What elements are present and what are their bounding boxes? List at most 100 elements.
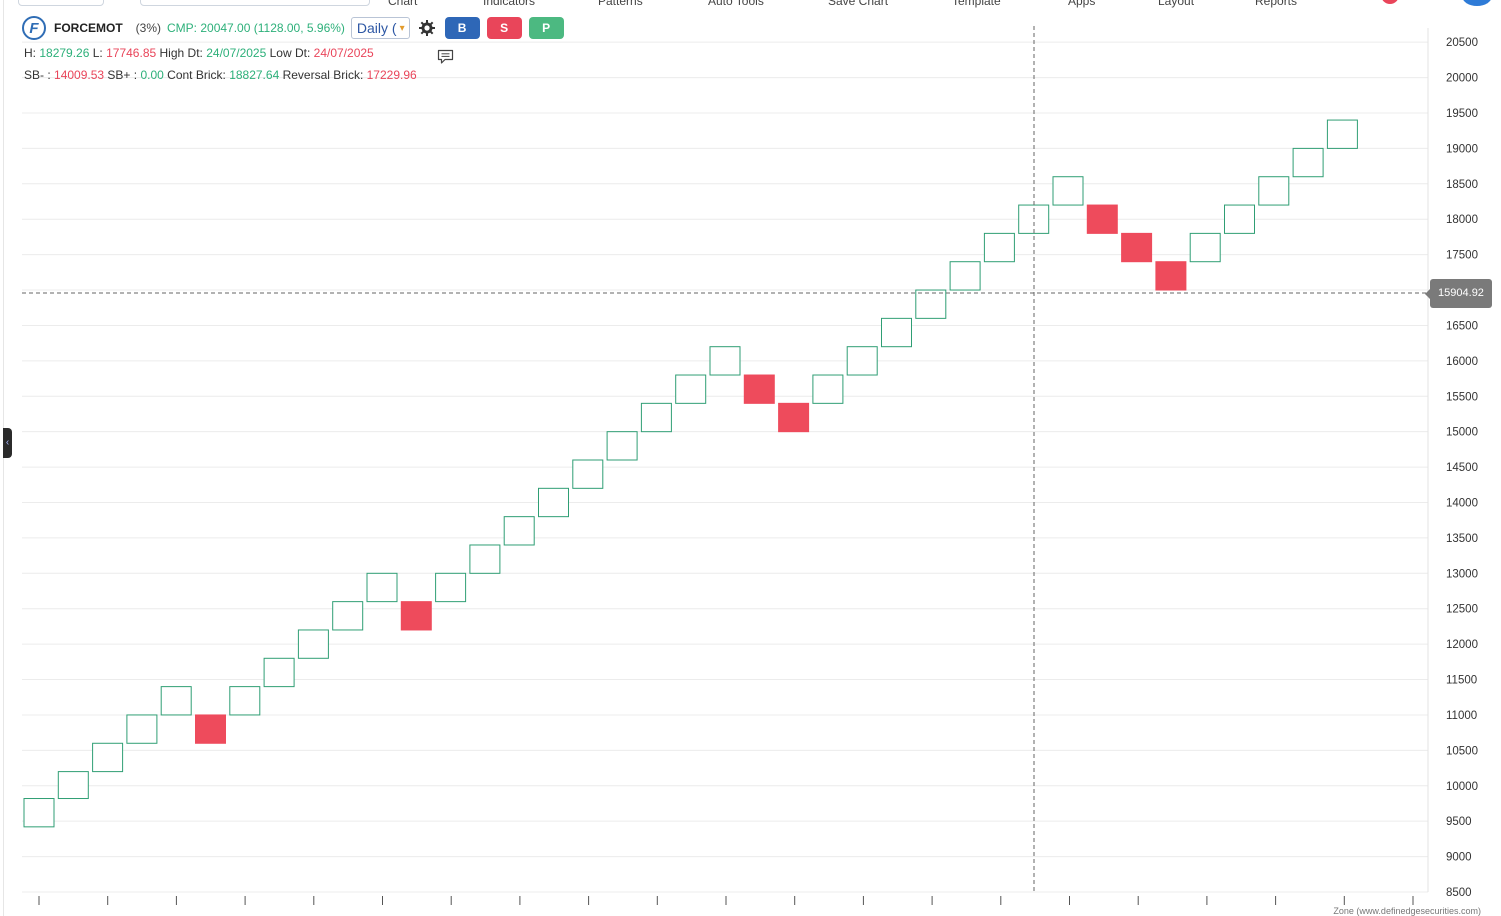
up-brick	[1292, 147, 1324, 178]
broker-logo-icon: F	[22, 16, 46, 40]
down-brick	[743, 374, 775, 404]
top-dropdown[interactable]	[18, 0, 104, 6]
low-date-label: Low Dt:	[269, 46, 311, 60]
brick-info-line: SB- : 14009.53 SB+ : 0.00 Cont Brick: 18…	[24, 68, 417, 82]
up-brick	[435, 572, 467, 603]
menu-auto-tools[interactable]: Auto Tools	[708, 0, 764, 8]
cont-brick-label: Cont Brick:	[167, 68, 226, 82]
left-panel-edge	[3, 0, 4, 916]
y-tick-label: 12500	[1446, 604, 1478, 616]
y-tick-label: 14500	[1446, 462, 1478, 474]
up-brick	[469, 544, 501, 574]
symbol-name[interactable]: FORCEMOT	[54, 21, 123, 35]
high-label: H:	[24, 46, 36, 60]
interval-select[interactable]: Daily ( ▾	[350, 17, 410, 39]
up-brick	[1189, 232, 1221, 263]
y-tick-label: 10000	[1446, 781, 1478, 793]
notification-dot-icon[interactable]	[1381, 0, 1399, 4]
up-brick	[675, 374, 707, 404]
profile-avatar[interactable]	[1462, 0, 1492, 6]
y-tick-label: 20000	[1446, 73, 1478, 85]
down-brick	[778, 402, 810, 433]
y-tick-label: 8500	[1446, 887, 1472, 899]
y-tick-label: 13500	[1446, 533, 1478, 545]
y-tick-label: 15000	[1446, 427, 1478, 439]
y-tick-label: 16500	[1446, 320, 1478, 332]
high-value: 18279.26	[39, 46, 90, 60]
up-brick	[606, 431, 638, 461]
up-brick	[23, 798, 55, 828]
menu-apps[interactable]: Apps	[1068, 0, 1096, 8]
high-date-value: 24/07/2025	[206, 46, 267, 60]
high-date-label: High Dt:	[159, 46, 203, 60]
y-tick-label: 12000	[1446, 639, 1478, 651]
y-tick-label: 10500	[1446, 745, 1478, 757]
up-brick	[1052, 176, 1084, 206]
crosshair-price-label: 15904.92	[1425, 279, 1492, 308]
y-tick-label: 13000	[1446, 568, 1478, 580]
up-brick	[92, 742, 124, 773]
y-tick-label: 11500	[1446, 675, 1477, 687]
up-brick	[229, 686, 261, 716]
sb-minus-value: 14009.53	[54, 68, 105, 82]
y-tick-label: 17500	[1446, 250, 1478, 262]
low-value: 17746.85	[106, 46, 157, 60]
menu-template[interactable]: Template	[952, 0, 1001, 8]
menu-indicators[interactable]: Indicators	[483, 0, 536, 8]
ohlc-info-line: H: 18279.26 L: 17746.85 High Dt: 24/07/2…	[24, 46, 374, 60]
up-brick	[983, 232, 1015, 263]
up-brick	[503, 516, 535, 546]
p-button[interactable]: P	[528, 17, 564, 39]
y-tick-label: 20500	[1446, 37, 1478, 49]
current-price: CMP: 20047.00 (1128.00, 5.96%)	[167, 21, 345, 35]
up-brick	[263, 657, 295, 688]
collapse-panel-button[interactable]: ‹	[3, 428, 12, 458]
up-brick	[881, 317, 912, 348]
low-date-value: 24/07/2025	[313, 46, 374, 60]
chart-header: F FORCEMOT (3%) CMP: 20047.00 (1128.00, …	[22, 14, 571, 42]
y-tick-label: 19500	[1446, 108, 1478, 120]
up-brick	[1326, 119, 1358, 149]
footer-credit: Zone (www.definedgesecurities.com)	[1333, 906, 1481, 916]
down-brick	[1155, 261, 1187, 291]
down-brick	[1121, 232, 1153, 263]
up-brick	[538, 487, 569, 518]
top-menu-bar: Chart Indicators Patterns Auto Tools Sav…	[0, 0, 1501, 12]
up-brick	[297, 629, 329, 659]
up-brick	[57, 771, 89, 800]
reversal-brick-value: 17229.96	[366, 68, 417, 82]
y-tick-label: 14000	[1446, 497, 1478, 509]
y-tick-label: 16000	[1446, 356, 1478, 368]
renko-bricks	[23, 119, 1358, 828]
change-percent: (3%)	[135, 21, 162, 35]
buy-button[interactable]: B	[444, 17, 480, 39]
low-label: L:	[92, 46, 103, 60]
up-brick	[949, 261, 981, 291]
sb-plus-label: SB+ :	[107, 68, 138, 82]
y-tick-label: 18500	[1446, 179, 1478, 191]
up-brick	[1258, 176, 1290, 206]
menu-chart[interactable]: Chart	[388, 0, 418, 8]
y-tick-label: 9000	[1446, 852, 1472, 864]
y-tick-label: 15500	[1446, 391, 1478, 403]
up-brick	[126, 714, 158, 744]
up-brick	[846, 346, 878, 376]
y-tick-label: 9500	[1446, 816, 1472, 828]
up-brick	[332, 601, 364, 631]
sb-plus-value: 0.00	[140, 68, 164, 82]
menu-save-chart[interactable]: Save Chart	[828, 0, 889, 8]
comment-icon[interactable]	[437, 49, 454, 65]
up-brick	[812, 374, 844, 404]
menu-reports[interactable]: Reports	[1255, 0, 1298, 8]
symbol-search-box[interactable]	[140, 0, 370, 6]
menu-patterns[interactable]: Patterns	[598, 0, 643, 8]
y-tick-label: 18000	[1446, 214, 1478, 226]
gear-icon[interactable]	[418, 19, 436, 37]
sb-minus-label: SB- :	[24, 68, 51, 82]
menu-layout[interactable]: Layout	[1158, 0, 1195, 8]
sell-button[interactable]: S	[486, 17, 522, 39]
y-axis-labels: 8500 9000 9500 10000 10500 11000 11500 12000 125…	[1446, 37, 1478, 899]
up-brick	[709, 346, 741, 376]
up-brick	[160, 686, 192, 716]
